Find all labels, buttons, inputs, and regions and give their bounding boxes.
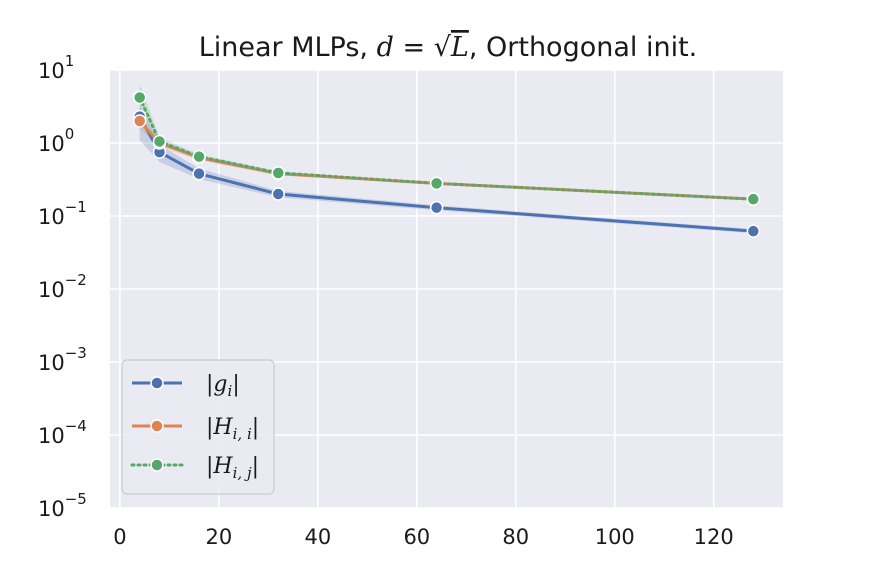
y-tick-label: 10−5	[38, 490, 87, 521]
legend-entry-hii: |Hi, i|	[132, 415, 259, 443]
series-line-hij	[138, 96, 755, 201]
data-point-hij	[746, 192, 761, 206]
data-point-hij	[192, 149, 206, 164]
data-point-hij	[132, 90, 147, 105]
y-tick-label: 10−1	[38, 198, 87, 229]
data-point-g	[271, 187, 285, 201]
legend-label-hij: |Hi, j|	[206, 454, 259, 482]
x-tick-label: 80	[502, 525, 529, 549]
legend: |gi| |Hi, i| |Hi, j|	[121, 359, 275, 495]
data-point-g	[192, 166, 206, 181]
data-point-g	[746, 224, 761, 238]
legend-marker-g	[150, 376, 164, 390]
y-tick-label: 100	[38, 125, 74, 156]
legend-marker-hii	[150, 419, 164, 433]
data-point-hij	[271, 166, 285, 180]
data-point-hij	[152, 134, 167, 149]
data-point-g	[429, 200, 444, 215]
x-tick-label: 0	[113, 525, 126, 549]
y-tick-label: 10−4	[38, 417, 87, 448]
x-tick-label: 100	[595, 525, 635, 549]
y-tick-label: 10−3	[38, 344, 87, 375]
y-tick-labels: 101 100 10−1 10−2 10−3 10−4 10−5	[38, 52, 87, 521]
legend-entry-hij: |Hi, j|	[130, 454, 259, 482]
legend-label-g: |gi|	[206, 372, 240, 400]
data-points	[132, 90, 761, 238]
grid-lines	[110, 69, 783, 509]
legend-marker-hij	[150, 458, 164, 472]
chart-title: Linear MLPs, d = √L, Orthogonal init.	[199, 32, 698, 63]
y-tick-label: 10−2	[38, 271, 87, 302]
x-tick-label: 40	[304, 525, 331, 549]
legend-entry-g: |gi|	[132, 372, 240, 400]
x-tick-labels: 0 20 40 60 80 100 120	[113, 525, 734, 549]
data-point-hii	[132, 114, 147, 128]
y-tick-label: 101	[38, 52, 74, 83]
data-point-hij	[429, 176, 444, 191]
legend-label-hii: |Hi, i|	[206, 415, 259, 443]
x-tick-label: 20	[206, 525, 233, 549]
x-tick-label: 120	[694, 525, 734, 549]
x-tick-label: 60	[403, 525, 430, 549]
